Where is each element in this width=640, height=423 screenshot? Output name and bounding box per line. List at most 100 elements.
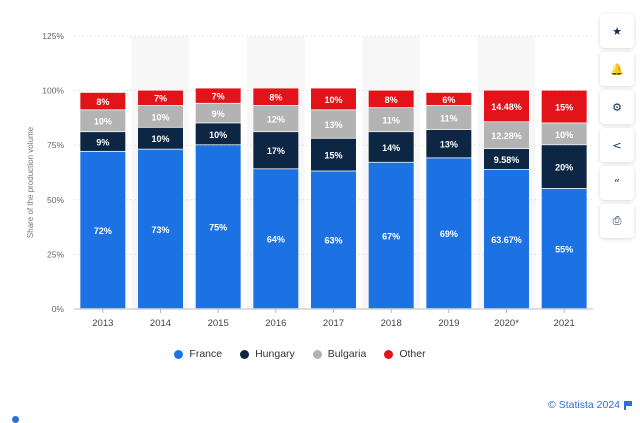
bar-segment-france[interactable]: [541, 188, 587, 309]
data-label: 12%: [267, 114, 285, 124]
data-label: 10%: [151, 134, 169, 144]
bar-segment-bulgaria[interactable]: [80, 110, 126, 132]
bar-segment-other[interactable]: [484, 90, 529, 122]
bar-segment-other[interactable]: [541, 90, 587, 123]
x-tick-label: 2020*: [494, 318, 519, 329]
chart: 0% 25% 50% 75% 100% 125% Share of the product…: [26, 31, 593, 329]
legend-swatch: [384, 349, 394, 359]
bar-segment-other[interactable]: [426, 92, 472, 106]
source-text: © Statista 2024: [548, 399, 620, 411]
source-link[interactable]: © Statista 2024: [548, 399, 632, 411]
bar-segment-hungary[interactable]: [426, 129, 472, 158]
x-tick-label: 2018: [381, 318, 402, 329]
bar-segment-hungary[interactable]: [541, 145, 587, 189]
bar-segment-bulgaria[interactable]: [311, 110, 356, 138]
bar-segment-france[interactable]: [138, 149, 183, 309]
data-label: 9%: [96, 137, 109, 147]
x-tick-label: 2014: [150, 318, 171, 329]
share-icon: <: [612, 138, 622, 152]
legend-item-hungary[interactable]: Hungary: [240, 348, 295, 360]
data-label: 63%: [324, 236, 342, 246]
bar-segment-other[interactable]: [368, 90, 414, 108]
y-axis: 0% 25% 50% 75% 100% 125%: [42, 31, 64, 314]
legend-label: Hungary: [255, 348, 295, 360]
bar-segment-bulgaria[interactable]: [138, 105, 183, 127]
bar-segment-bulgaria[interactable]: [195, 103, 241, 123]
data-label: 10%: [555, 130, 573, 140]
legend-item-france[interactable]: France: [174, 348, 222, 360]
data-label: 10%: [324, 95, 342, 105]
x-tick-label: 2021: [554, 318, 575, 329]
bar-segment-france[interactable]: [253, 169, 299, 309]
legend-item-bulgaria[interactable]: Bulgaria: [312, 348, 366, 360]
y-tick-label: 100%: [42, 86, 64, 96]
additional-info-link[interactable]: [12, 416, 19, 423]
x-tick-label: 2013: [92, 318, 113, 329]
bar-segment-bulgaria[interactable]: [541, 123, 587, 145]
flag-icon: [624, 400, 632, 410]
bar-segment-other[interactable]: [253, 88, 299, 106]
bar-segment-france[interactable]: [484, 169, 529, 309]
data-label: 8%: [385, 95, 398, 105]
data-label: 15%: [324, 151, 342, 161]
print-icon: ⎙: [612, 214, 622, 227]
bar-segment-hungary[interactable]: [80, 132, 126, 151]
y-tick-label: 125%: [42, 31, 64, 41]
data-labels-group: 72% 9% 10% 8% 73% 10% 10% 7% 75% 10% 9% 7% 64% 17% 12%…: [94, 92, 573, 255]
legend-item-other[interactable]: Other: [384, 348, 426, 360]
bar-segment-other[interactable]: [195, 88, 241, 103]
legend-swatch: [174, 349, 184, 359]
data-label: 69%: [440, 229, 458, 239]
bar-segment-hungary[interactable]: [138, 127, 183, 149]
bar-segment-france[interactable]: [311, 171, 356, 309]
data-label: 11%: [382, 116, 400, 126]
legend-label: Other: [399, 348, 426, 360]
data-label: 10%: [151, 112, 169, 122]
x-tick-label: 2015: [208, 318, 229, 329]
bar-segment-other[interactable]: [311, 88, 356, 110]
y-tick-label: 0%: [52, 304, 65, 314]
bar-segment-bulgaria[interactable]: [368, 108, 414, 132]
print-button[interactable]: ⎙: [600, 204, 634, 238]
y-axis-label: Share of the production volume: [26, 126, 35, 238]
toolbar: ★ 🔔 ⚙ < “ ⎙: [600, 14, 634, 238]
bar-segment-france[interactable]: [195, 145, 241, 309]
quote-icon: “: [614, 176, 620, 190]
x-tick-label: 2017: [323, 318, 344, 329]
bar-segment-bulgaria[interactable]: [484, 122, 529, 149]
bar-segment-bulgaria[interactable]: [426, 105, 472, 130]
bell-icon: 🔔: [610, 62, 624, 76]
data-label: 8%: [96, 97, 109, 107]
y-tick-label: 75%: [47, 140, 64, 150]
bar-segment-hungary[interactable]: [484, 149, 529, 170]
data-label: 13%: [324, 120, 342, 130]
quote-button[interactable]: “: [600, 166, 634, 200]
data-label: 15%: [555, 102, 573, 112]
gear-button[interactable]: ⚙: [600, 90, 634, 124]
star-button[interactable]: ★: [600, 14, 634, 48]
data-label: 12.28%: [491, 131, 522, 141]
bar-segment-hungary[interactable]: [253, 132, 299, 169]
bar-segment-hungary[interactable]: [195, 123, 241, 145]
bar-segment-hungary[interactable]: [368, 132, 414, 162]
x-tick-label: 2019: [438, 318, 459, 329]
y-tick-label: 50%: [47, 195, 64, 205]
data-label: 72%: [94, 226, 112, 236]
data-label: 13%: [440, 140, 458, 150]
info-dot-icon: [12, 416, 19, 423]
bar-segment-other[interactable]: [80, 92, 126, 110]
star-icon: ★: [612, 24, 622, 38]
bar-segment-other[interactable]: [138, 90, 183, 106]
bar-segment-bulgaria[interactable]: [253, 105, 299, 132]
bar-segment-hungary[interactable]: [311, 138, 356, 171]
data-label: 8%: [269, 93, 282, 103]
bar-segment-france[interactable]: [368, 162, 414, 309]
bell-button[interactable]: 🔔: [600, 52, 634, 86]
bar-segment-france[interactable]: [426, 158, 472, 309]
bar-segment-france[interactable]: [80, 151, 126, 309]
share-button[interactable]: <: [600, 128, 634, 162]
x-axis: 2013 2014 2015 2016 2017 2018 2019 2020* 2021: [92, 309, 575, 329]
data-label: 7%: [154, 94, 167, 104]
data-label: 9.58%: [494, 155, 520, 165]
data-label: 67%: [382, 231, 400, 241]
